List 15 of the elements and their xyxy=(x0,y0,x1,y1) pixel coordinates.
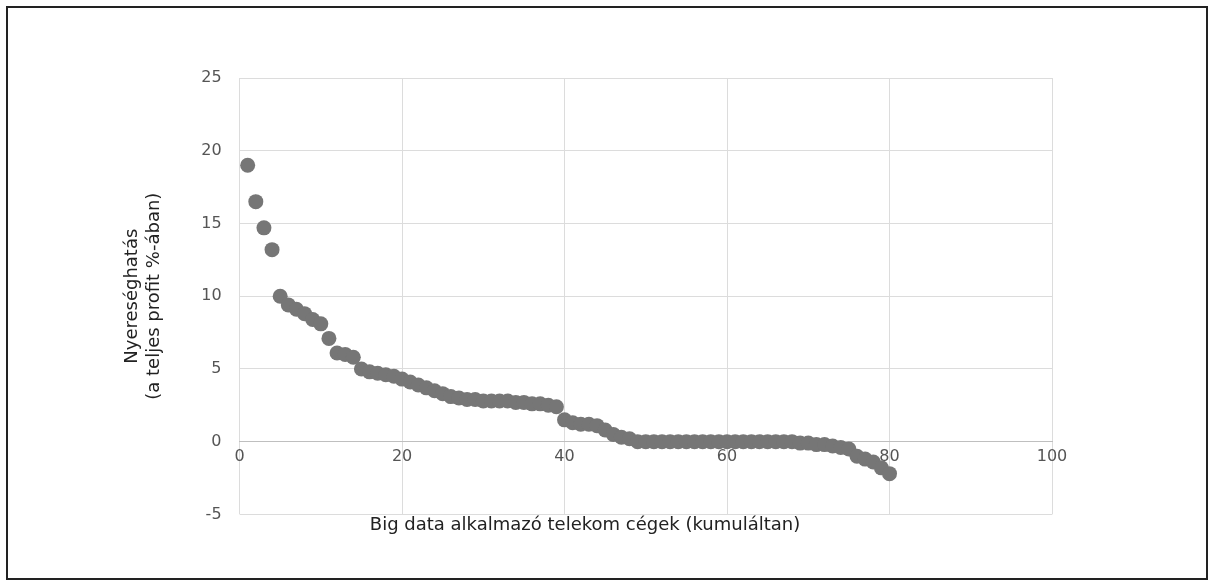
y-tick-label: -5 xyxy=(205,503,222,523)
x-tick-label: 80 xyxy=(879,446,900,466)
y-tick-label: 25 xyxy=(201,67,222,87)
y-tick-label: 0 xyxy=(211,430,222,450)
x-tick-label: 0 xyxy=(234,446,245,466)
y-tick-label: 10 xyxy=(201,285,222,305)
x-tick-label: 20 xyxy=(391,446,413,466)
y-tick-label: 15 xyxy=(201,212,222,232)
y-tick-label: 20 xyxy=(201,139,222,159)
y-tick-label: 5 xyxy=(211,358,222,378)
x-tick-label: 100 xyxy=(1036,446,1068,466)
x-tick-label: 60 xyxy=(716,446,738,466)
x-tick-label: 40 xyxy=(554,446,575,466)
x-axis-title: Big data alkalmazó telekom cégek (kumuláltan) xyxy=(369,512,801,534)
y-axis-title: Nyereséghatás (a teljes profit %-ában) xyxy=(120,192,164,400)
